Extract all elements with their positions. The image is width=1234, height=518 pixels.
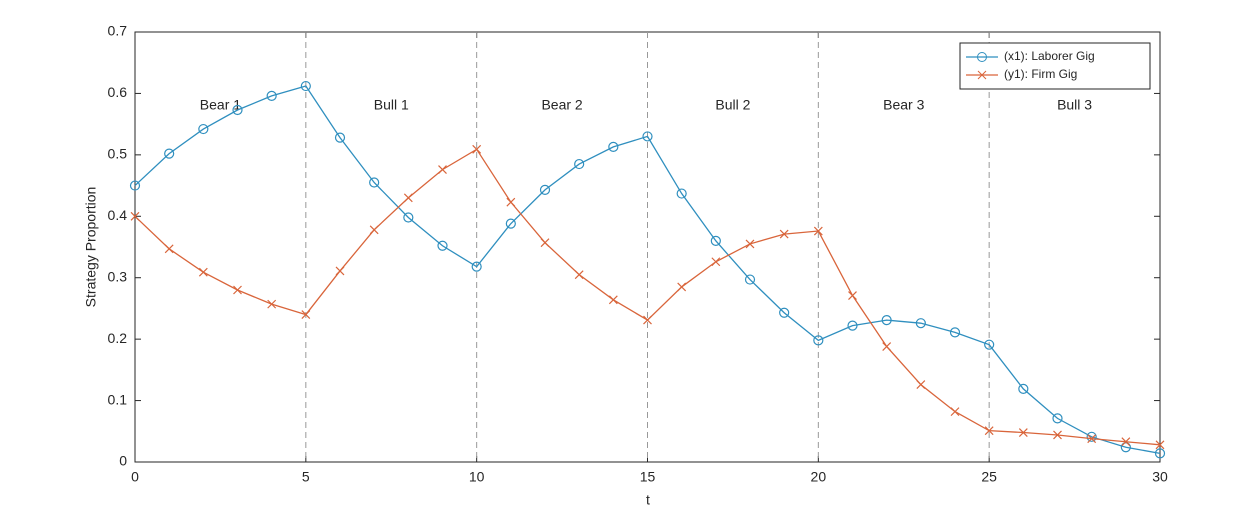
- marker: [813, 226, 823, 236]
- x-tick-label: 5: [302, 469, 310, 485]
- phase-label: Bull 1: [374, 97, 409, 113]
- marker: [608, 295, 618, 305]
- marker: [540, 238, 550, 248]
- series-line: [134, 85, 1161, 455]
- x-tick-label: 10: [469, 469, 485, 485]
- x-tick-label: 25: [981, 469, 997, 485]
- y-tick-label: 0.5: [108, 146, 128, 162]
- marker: [403, 212, 414, 223]
- marker: [745, 239, 755, 249]
- marker: [266, 90, 277, 101]
- legend-label: (y1): Firm Gig: [1004, 67, 1077, 81]
- marker: [984, 426, 994, 436]
- marker: [369, 177, 380, 188]
- marker: [438, 165, 447, 175]
- marker: [198, 123, 209, 135]
- y-axis-label: Strategy Proportion: [83, 187, 99, 308]
- marker: [369, 225, 379, 235]
- marker: [505, 218, 516, 229]
- marker: [130, 211, 140, 221]
- marker: [335, 266, 345, 276]
- marker: [1121, 437, 1131, 447]
- marker: [950, 407, 960, 417]
- legend-box: [959, 42, 1151, 90]
- y-tick-label: 0.3: [108, 268, 128, 284]
- marker: [164, 244, 174, 254]
- marker: [198, 267, 208, 277]
- phase-label: Bear 1: [200, 97, 241, 113]
- marker: [1154, 448, 1166, 459]
- marker: [677, 282, 687, 292]
- marker: [403, 193, 413, 203]
- x-tick-label: 0: [131, 469, 139, 485]
- marker: [608, 141, 619, 152]
- legend-marker: [977, 70, 987, 80]
- marker: [916, 380, 926, 390]
- marker: [232, 104, 243, 116]
- marker: [1155, 440, 1165, 450]
- y-tick-label: 0.2: [108, 330, 128, 346]
- marker: [539, 184, 551, 195]
- marker: [779, 307, 790, 318]
- y-tick-label: 0.1: [108, 391, 128, 407]
- marker: [847, 320, 858, 331]
- marker: [881, 315, 892, 326]
- y-tick-label: 0: [119, 453, 127, 469]
- x-axis-label: t: [646, 492, 650, 508]
- phase-label: Bull 2: [715, 97, 750, 113]
- marker: [301, 310, 311, 319]
- phase-label: Bear 2: [541, 97, 582, 113]
- marker: [164, 148, 175, 159]
- marker: [643, 315, 652, 325]
- marker: [642, 131, 653, 142]
- marker: [949, 327, 961, 338]
- marker: [744, 274, 756, 285]
- marker: [848, 291, 857, 300]
- marker: [1086, 431, 1097, 442]
- marker: [334, 132, 346, 143]
- marker: [1018, 383, 1029, 394]
- legend-label: (x1): Laborer Gig: [1004, 49, 1095, 63]
- marker: [1087, 434, 1097, 444]
- y-tick-label: 0.6: [108, 84, 128, 100]
- legend-marker: [977, 52, 987, 62]
- marker: [267, 299, 277, 309]
- marker: [1053, 430, 1062, 440]
- marker: [813, 335, 824, 346]
- marker: [300, 80, 311, 92]
- phase-label: Bear 3: [883, 97, 924, 113]
- marker: [711, 257, 721, 267]
- marker: [984, 339, 995, 350]
- marker: [574, 158, 585, 170]
- marker: [676, 188, 687, 199]
- marker: [710, 235, 721, 246]
- marker: [1120, 442, 1131, 453]
- marker: [915, 318, 926, 329]
- marker: [882, 342, 892, 351]
- y-tick-label: 0.4: [108, 207, 128, 223]
- y-tick-label: 0.7: [108, 23, 128, 39]
- marker: [471, 261, 482, 272]
- x-tick-label: 15: [640, 469, 656, 485]
- marker: [1052, 413, 1063, 424]
- marker: [233, 285, 242, 295]
- marker: [472, 144, 482, 154]
- marker: [129, 180, 141, 191]
- marker: [506, 197, 516, 207]
- marker: [574, 270, 584, 280]
- phase-label: Bull 3: [1057, 97, 1092, 113]
- marker: [1018, 428, 1028, 437]
- x-tick-label: 30: [1152, 469, 1168, 485]
- x-tick-label: 20: [811, 469, 827, 485]
- marker: [437, 240, 448, 251]
- marker: [779, 229, 789, 239]
